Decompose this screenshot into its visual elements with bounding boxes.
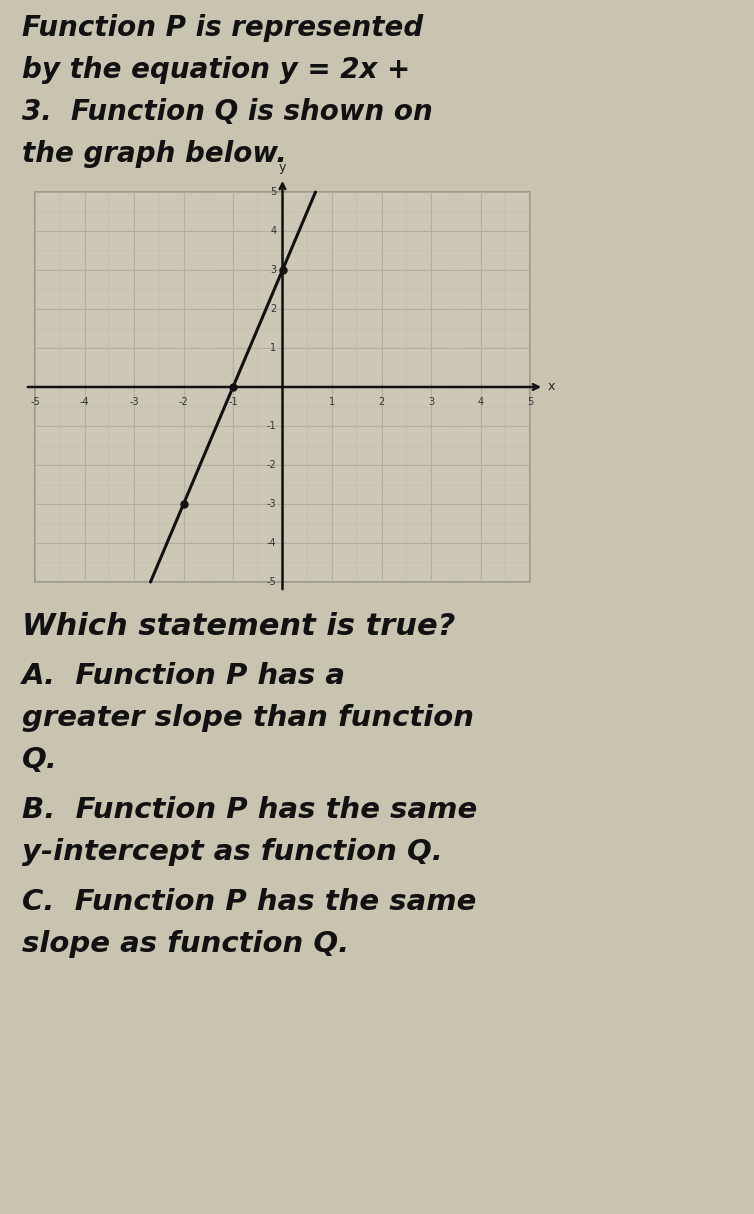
Text: C.  Function P has the same: C. Function P has the same — [22, 887, 477, 917]
Text: Q.: Q. — [22, 745, 58, 775]
Text: -3: -3 — [267, 499, 277, 509]
Text: 5: 5 — [270, 187, 277, 197]
Text: -1: -1 — [267, 421, 277, 431]
Text: A.  Function P has a: A. Function P has a — [22, 662, 346, 690]
Text: 1: 1 — [271, 344, 277, 353]
Text: y-intercept as function Q.: y-intercept as function Q. — [22, 838, 443, 866]
Text: 3.  Function Q is shown on: 3. Function Q is shown on — [22, 98, 433, 126]
Text: -4: -4 — [267, 538, 277, 548]
Text: x: x — [548, 380, 556, 393]
Text: B.  Function P has the same: B. Function P has the same — [22, 796, 477, 824]
Text: Function P is represented: Function P is represented — [22, 15, 423, 42]
Text: 2: 2 — [379, 397, 385, 407]
Text: 3: 3 — [271, 265, 277, 276]
Text: -4: -4 — [80, 397, 89, 407]
Text: 4: 4 — [271, 226, 277, 236]
Text: slope as function Q.: slope as function Q. — [22, 930, 349, 958]
Text: -5: -5 — [267, 577, 277, 588]
Text: -2: -2 — [267, 460, 277, 470]
Bar — [35, 192, 530, 582]
Text: 3: 3 — [428, 397, 434, 407]
Text: greater slope than function: greater slope than function — [22, 704, 474, 732]
Text: 4: 4 — [477, 397, 483, 407]
Text: by the equation y = 2x +: by the equation y = 2x + — [22, 56, 410, 84]
Text: the graph below.: the graph below. — [22, 140, 287, 168]
Text: -5: -5 — [30, 397, 40, 407]
Text: y: y — [279, 161, 287, 174]
Text: -1: -1 — [228, 397, 238, 407]
Text: 1: 1 — [329, 397, 335, 407]
Text: 5: 5 — [527, 397, 533, 407]
Text: -2: -2 — [179, 397, 188, 407]
Text: 2: 2 — [270, 304, 277, 314]
Text: Which statement is true?: Which statement is true? — [22, 612, 455, 641]
Text: -3: -3 — [129, 397, 139, 407]
